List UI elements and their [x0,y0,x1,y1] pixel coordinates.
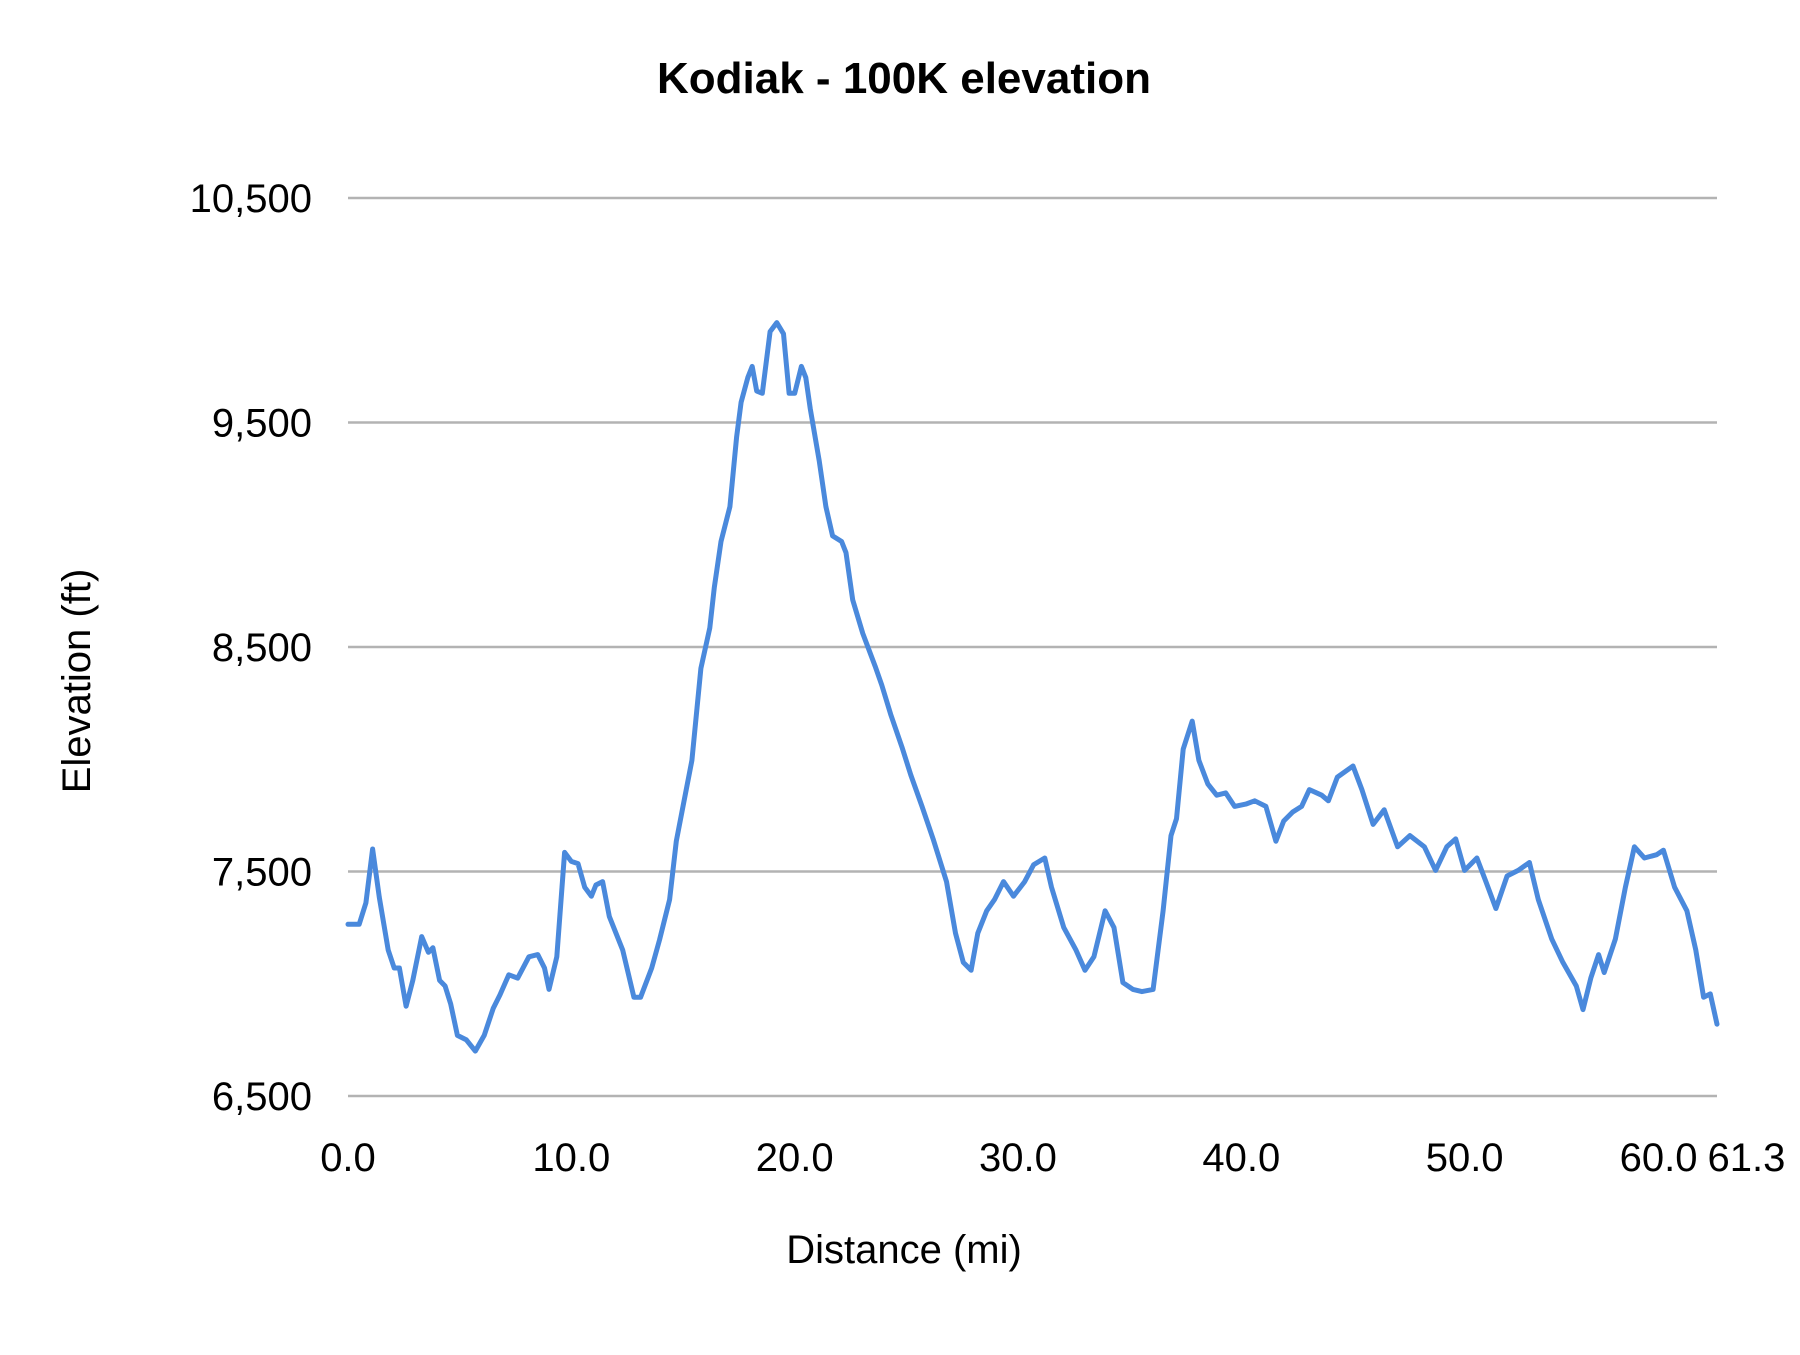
x-tick-label: 60.0 [1620,1136,1698,1180]
y-tick-label: 7,500 [212,851,312,895]
x-axis-ticks: 0.0 10.0 20.0 30.0 40.0 50.0 60.0 61.3 [320,1136,1785,1180]
x-tick-label: 0.0 [320,1136,376,1180]
x-tick-label: 50.0 [1426,1136,1504,1180]
x-tick-label: 10.0 [532,1136,610,1180]
chart-title: Kodiak - 100K elevation [657,54,1151,103]
y-tick-label: 6,500 [212,1075,312,1119]
x-tick-label: 40.0 [1202,1136,1280,1180]
y-axis-ticks: 6,500 7,500 8,500 9,500 10,500 [190,177,312,1119]
x-tick-label: 20.0 [756,1136,834,1180]
y-tick-label: 8,500 [212,626,312,670]
y-tick-label: 9,500 [212,402,312,446]
y-axis-title: Elevation (ft) [55,569,99,794]
elevation-line [345,320,1720,1054]
y-tick-label: 10,500 [190,177,312,221]
x-tick-label: 61.3 [1707,1136,1785,1180]
gridlines [348,196,1717,1098]
x-tick-label: 30.0 [979,1136,1057,1180]
x-axis-title: Distance (mi) [786,1228,1022,1272]
